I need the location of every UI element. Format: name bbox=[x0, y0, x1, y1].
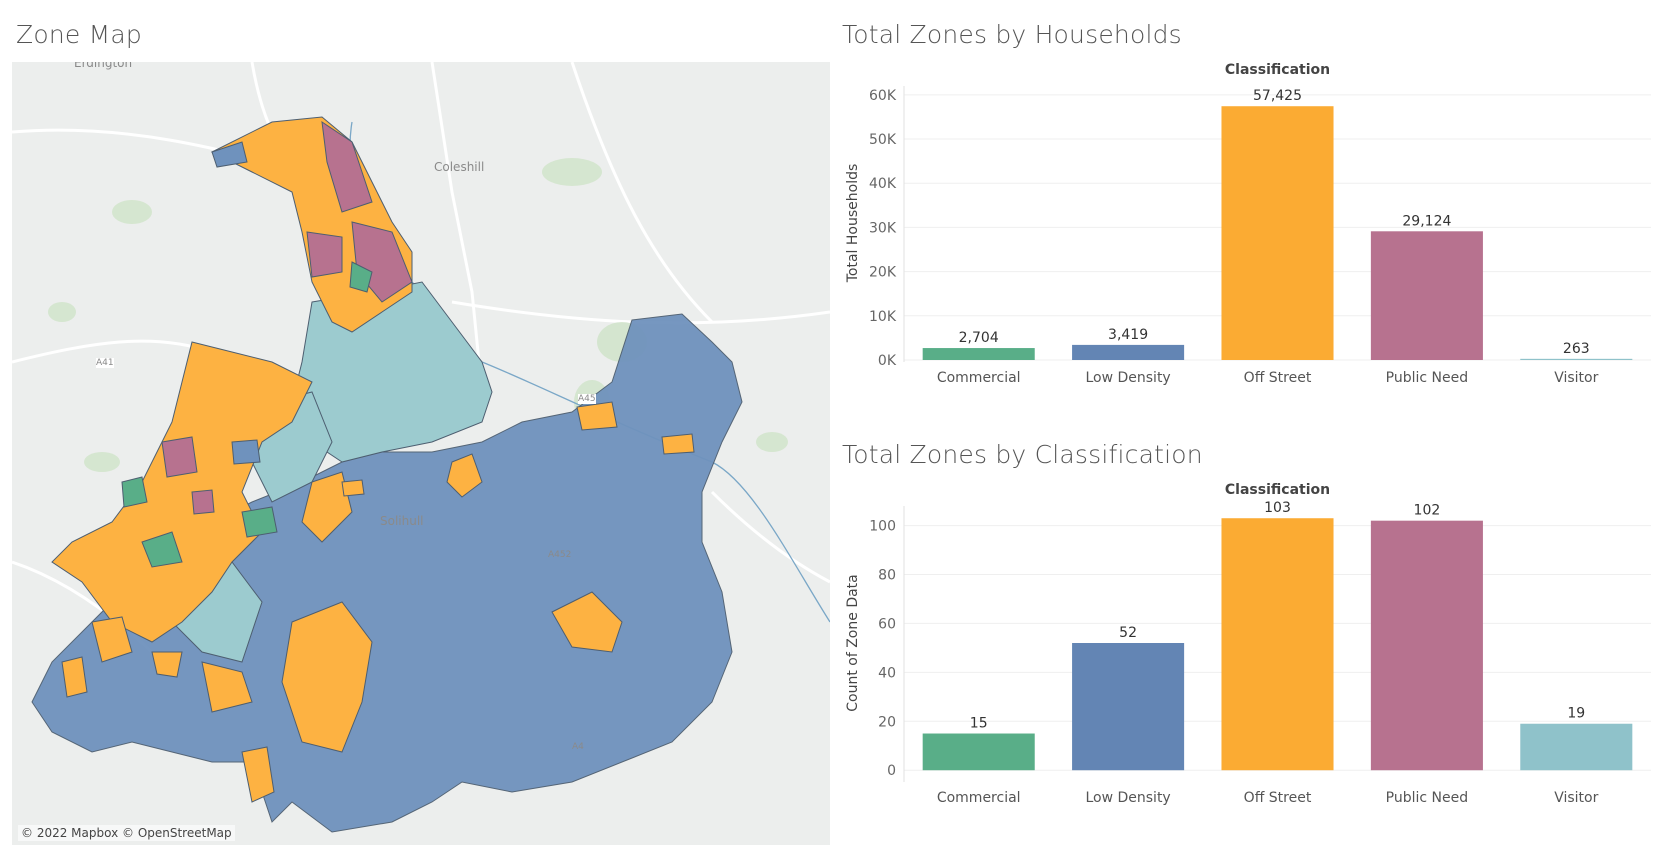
households-category-label: Commercial bbox=[937, 370, 1021, 386]
classification-column-header: Classification bbox=[1225, 482, 1330, 498]
classification-bar bbox=[1072, 643, 1185, 771]
classification-category-label: Commercial bbox=[937, 790, 1021, 806]
zone-map-canvas[interactable] bbox=[12, 62, 830, 845]
households-chart-title: Total Zones by Households bbox=[842, 20, 1182, 49]
households-ytick-label: 40K bbox=[869, 176, 897, 192]
households-category-label: Public Need bbox=[1386, 370, 1468, 386]
households-bar bbox=[1072, 344, 1185, 360]
households-bar bbox=[1520, 358, 1633, 360]
classification-category-label: Public Need bbox=[1386, 790, 1468, 806]
households-value-label: 263 bbox=[1563, 341, 1590, 357]
households-column-header: Classification bbox=[1225, 62, 1330, 78]
households-value-label: 3,419 bbox=[1108, 327, 1148, 343]
classification-value-label: 15 bbox=[970, 716, 988, 732]
households-ytick-label: 10K bbox=[869, 309, 897, 325]
households-category-label: Low Density bbox=[1085, 370, 1170, 386]
zone-map[interactable]: Erdington Coleshill Solihull A41 A45 A45… bbox=[12, 62, 830, 845]
classification-value-label: 102 bbox=[1414, 503, 1441, 519]
road-label-a41: A41 bbox=[96, 358, 114, 368]
households-ytick-label: 30K bbox=[869, 220, 897, 236]
map-title: Zone Map bbox=[16, 20, 142, 49]
classification-category-label: Off Street bbox=[1244, 790, 1312, 806]
classification-bar bbox=[1370, 520, 1483, 771]
classification-category-label: Visitor bbox=[1554, 790, 1598, 806]
road-label-a45: A45 bbox=[578, 394, 596, 404]
classification-bar bbox=[922, 733, 1035, 771]
classification-chart-title: Total Zones by Classification bbox=[842, 440, 1203, 469]
households-ytick-label: 20K bbox=[869, 265, 897, 281]
households-category-label: Visitor bbox=[1554, 370, 1598, 386]
households-bar bbox=[1221, 106, 1334, 360]
place-label-erdington: Erdington bbox=[74, 62, 133, 70]
classification-category-label: Low Density bbox=[1085, 790, 1170, 806]
classification-ytick-label: 60 bbox=[878, 616, 896, 632]
classification-bar-chart: Classification 0 20 40 60 80 100 Count of Zone … bbox=[845, 482, 1651, 806]
place-label-coleshill: Coleshill bbox=[434, 160, 485, 174]
classification-ytick-label: 40 bbox=[878, 665, 896, 681]
households-category-label: Off Street bbox=[1244, 370, 1312, 386]
households-ytick-label: 0K bbox=[878, 353, 897, 369]
households-value-label: 57,425 bbox=[1253, 88, 1302, 104]
classification-value-label: 103 bbox=[1264, 500, 1291, 516]
road-label-a452: A452 bbox=[548, 550, 572, 560]
classification-ylabel: Count of Zone Data bbox=[845, 574, 861, 712]
households-bar-chart: Classification 0K 10K 20K 30K 40K 50K 60K Total … bbox=[845, 62, 1651, 386]
classification-ytick-label: 20 bbox=[878, 714, 896, 730]
map-attribution[interactable]: © 2022 Mapbox © OpenStreetMap bbox=[18, 825, 235, 841]
road-label-a4: A4 bbox=[572, 742, 584, 752]
households-value-label: 2,704 bbox=[959, 330, 999, 346]
classification-value-label: 19 bbox=[1567, 706, 1585, 722]
households-ytick-label: 60K bbox=[869, 88, 897, 104]
households-ytick-label: 50K bbox=[869, 132, 897, 148]
classification-ytick-label: 80 bbox=[878, 568, 896, 584]
households-bar bbox=[922, 348, 1035, 360]
classification-value-label: 52 bbox=[1119, 625, 1137, 641]
households-bar bbox=[1370, 231, 1483, 360]
classification-ytick-label: 0 bbox=[887, 763, 896, 779]
classification-bar bbox=[1221, 518, 1334, 771]
classification-bar bbox=[1520, 723, 1633, 771]
classification-ytick-label: 100 bbox=[869, 519, 896, 535]
households-ylabel: Total Households bbox=[845, 164, 861, 284]
households-value-label: 29,124 bbox=[1402, 213, 1451, 229]
place-label-solihull: Solihull bbox=[380, 514, 424, 528]
